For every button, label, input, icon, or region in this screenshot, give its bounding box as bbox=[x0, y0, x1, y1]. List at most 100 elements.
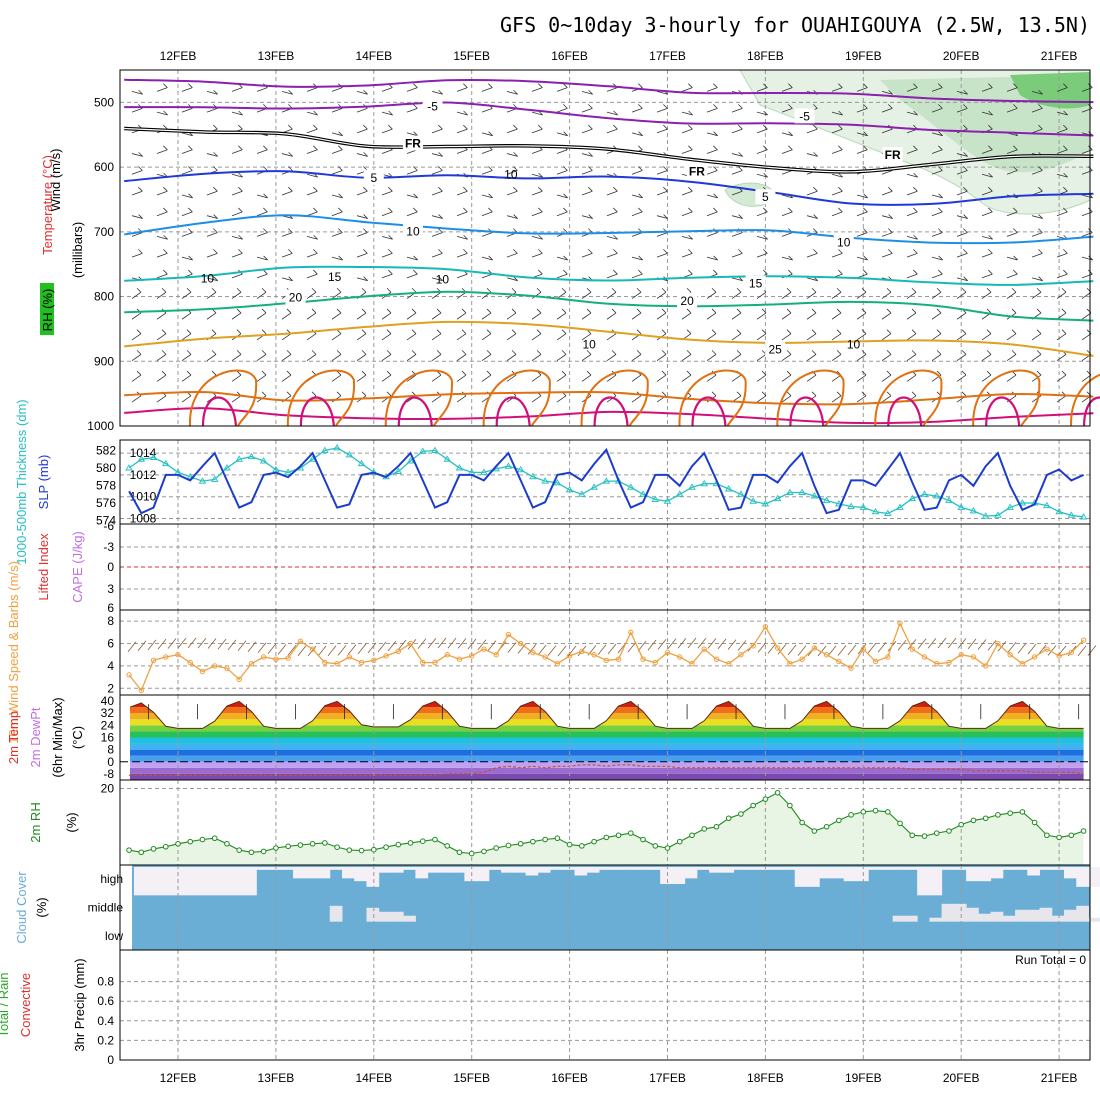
wind-barb-flag bbox=[163, 186, 168, 192]
wind-barb bbox=[431, 153, 443, 157]
wind-speed-point bbox=[713, 656, 720, 662]
wind-barb-10m bbox=[157, 638, 167, 650]
wind-barb bbox=[256, 87, 268, 92]
temperature-band bbox=[130, 701, 1084, 708]
wind-barb bbox=[981, 395, 992, 403]
wind-barb bbox=[906, 149, 918, 154]
wind-barb-10m bbox=[727, 639, 737, 650]
wind-barb bbox=[1056, 252, 1068, 258]
rh-point bbox=[725, 815, 732, 822]
wind-barb-flag bbox=[738, 166, 743, 171]
rh-point bbox=[517, 840, 524, 847]
wind-barb-flag bbox=[688, 186, 693, 192]
pressure-tick-label: 700 bbox=[94, 225, 114, 239]
wind-barb bbox=[231, 273, 243, 279]
wind-barb-flag bbox=[1013, 83, 1018, 88]
wind-barb-flag bbox=[988, 234, 993, 240]
wind-barb-flag bbox=[788, 145, 793, 151]
wind-barb bbox=[481, 333, 492, 341]
wind-barb-flag bbox=[538, 172, 543, 178]
thickness-point bbox=[198, 477, 207, 484]
wind-barb-10m bbox=[557, 645, 567, 657]
li-tick-label: 0 bbox=[107, 560, 114, 574]
high-cloud-gap bbox=[745, 867, 759, 870]
wind-barb bbox=[606, 111, 618, 116]
wind-barb-flag bbox=[461, 370, 467, 376]
wind-barb bbox=[731, 107, 743, 113]
thickness-point bbox=[945, 496, 953, 503]
wind-barb bbox=[431, 252, 443, 258]
cloud_cover-axis-label: (%) bbox=[34, 897, 49, 917]
wind-barb bbox=[231, 354, 242, 362]
wind-barb-flag bbox=[1063, 145, 1068, 151]
wind-barb-flag bbox=[463, 83, 468, 88]
isotherm-30-loop bbox=[972, 369, 1041, 427]
wind-barb bbox=[1006, 374, 1017, 382]
wind-speed-point bbox=[958, 652, 964, 658]
thickness-point bbox=[504, 462, 513, 469]
wind-barb bbox=[456, 333, 467, 341]
middle-cloud-gap bbox=[1063, 909, 1077, 922]
thickness-point bbox=[651, 495, 660, 502]
wind-barb-10m bbox=[977, 639, 987, 650]
wind-barb-flag bbox=[238, 234, 243, 240]
wind-barb-flag bbox=[386, 329, 392, 334]
rh-point bbox=[175, 840, 181, 847]
wind-barb-flag bbox=[863, 83, 868, 88]
wind-barb bbox=[881, 333, 892, 341]
wind-barb-flag bbox=[736, 287, 742, 293]
high-cloud-gap bbox=[452, 867, 465, 873]
wind-barb-flag bbox=[788, 255, 793, 261]
wind-barb-flag bbox=[213, 89, 218, 95]
wind-barb bbox=[681, 252, 693, 258]
thickness-point bbox=[137, 455, 146, 462]
thickness-point bbox=[394, 467, 403, 474]
wind-barb bbox=[206, 312, 217, 320]
wind-barb bbox=[831, 333, 842, 341]
precip-frame bbox=[119, 949, 1091, 1061]
wind-barb bbox=[906, 173, 918, 178]
wind-barb-flag bbox=[938, 193, 943, 199]
isotherm-30-loop bbox=[874, 369, 943, 427]
thickness-point bbox=[859, 503, 868, 510]
rh-point bbox=[860, 809, 867, 815]
wind-barb-flag bbox=[1013, 255, 1018, 261]
wind-barb bbox=[981, 291, 992, 299]
high-cloud-gap bbox=[195, 867, 208, 896]
wind-barb bbox=[306, 354, 317, 362]
wind-barb-flag bbox=[1063, 172, 1068, 178]
wind-barb bbox=[206, 190, 218, 196]
wind-barb-10m bbox=[867, 642, 877, 654]
wind-barb-flag bbox=[336, 308, 342, 314]
wind-barb-flag bbox=[988, 83, 993, 88]
rh-point bbox=[676, 838, 683, 845]
bottom-date-tick-label: 12FEB bbox=[160, 1071, 197, 1085]
thickness-point bbox=[125, 464, 133, 471]
thickness-point bbox=[516, 465, 525, 473]
wind-barb-flag bbox=[161, 287, 167, 293]
wind-barb bbox=[581, 291, 592, 299]
wind-barb-flag bbox=[588, 166, 593, 171]
thickness-point bbox=[994, 511, 1002, 518]
high-cloud-gap bbox=[684, 867, 698, 879]
temp-tick-label: 24 bbox=[101, 718, 115, 732]
rh-point bbox=[530, 838, 536, 845]
wind-barb bbox=[906, 111, 918, 116]
rh-point bbox=[1056, 834, 1062, 841]
wind-barb-flag bbox=[563, 255, 568, 261]
wind-barb-10m bbox=[967, 638, 977, 650]
wind-barb bbox=[731, 170, 743, 175]
wind-barb-10m bbox=[347, 644, 357, 655]
isotherm-30-loop bbox=[678, 369, 747, 427]
wind-barb-flag bbox=[788, 269, 793, 275]
wind-barb bbox=[481, 87, 493, 92]
wind-barb bbox=[206, 354, 217, 362]
wind-barb-flag bbox=[486, 370, 492, 376]
wind-barb bbox=[906, 354, 917, 362]
wind-barb bbox=[606, 374, 617, 382]
high-cloud-gap bbox=[501, 867, 514, 873]
high-cloud-gap bbox=[807, 867, 820, 887]
wind-barb-flag bbox=[888, 104, 893, 109]
wind-barb-flag bbox=[1063, 249, 1068, 254]
wind-barb bbox=[456, 291, 467, 299]
